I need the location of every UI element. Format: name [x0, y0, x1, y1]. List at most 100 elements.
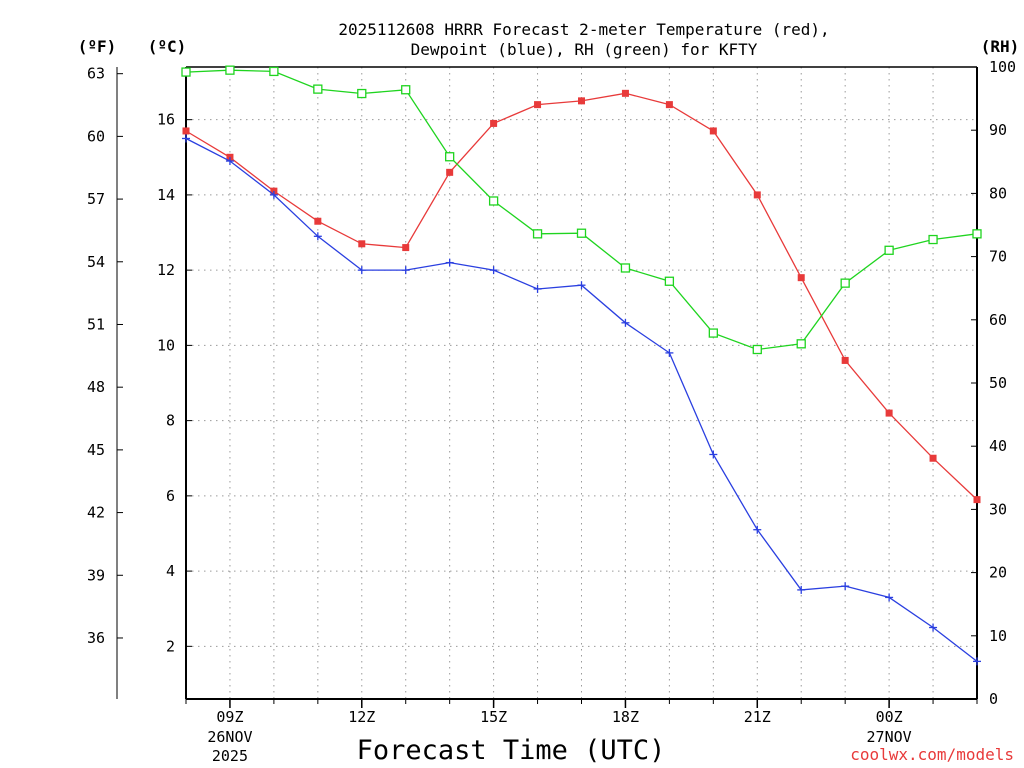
fahrenheit-unit-label: (ºF) — [78, 37, 117, 56]
temperature-point — [534, 101, 542, 109]
dewpoint-point — [885, 593, 894, 602]
temperature-point — [314, 217, 322, 225]
x-tick-label: 21Z — [744, 708, 771, 726]
rh-point — [576, 228, 587, 238]
rh-tick-label: 40 — [989, 437, 1007, 455]
rh-point — [708, 328, 718, 338]
rh-tick-label: 60 — [989, 311, 1007, 329]
fahrenheit-tick-label: 60 — [87, 127, 105, 145]
temperature-point — [621, 89, 629, 97]
dewpoint-point — [182, 134, 190, 143]
rh-point — [972, 229, 982, 239]
x-tick-label: 00Z — [876, 708, 903, 726]
dewpoint-point — [225, 157, 234, 166]
rh-point — [269, 66, 279, 77]
temperature-point — [446, 168, 454, 176]
rh-tick-label: 20 — [989, 564, 1007, 582]
celsius-tick-label: 6 — [166, 487, 175, 505]
celsius-tick-label: 14 — [157, 186, 175, 204]
fahrenheit-tick-label: 48 — [87, 378, 105, 396]
chart-title-line1: 2025112608 HRRR Forecast 2-meter Tempera… — [338, 20, 829, 39]
x-tick-date: 26NOV — [207, 728, 252, 746]
rh-point — [928, 234, 938, 245]
temperature-point — [753, 191, 761, 199]
celsius-tick-label: 4 — [166, 562, 175, 580]
fahrenheit-tick-label: 51 — [87, 315, 105, 333]
rh-point — [225, 65, 235, 75]
rh-point — [884, 245, 894, 255]
dewpoint-point — [445, 258, 454, 267]
temperature-point — [797, 274, 805, 282]
dewpoint-point — [753, 525, 762, 534]
temperature-point — [665, 101, 673, 109]
rh-point — [664, 276, 675, 286]
rh-point — [532, 229, 543, 239]
dewpoint-point — [269, 190, 278, 199]
rh-point — [357, 88, 367, 99]
celsius-tick-label: 8 — [166, 412, 175, 430]
chart-title-line2: Dewpoint (blue), RH (green) for KFTY — [411, 40, 758, 59]
x-tick-label: 18Z — [612, 708, 639, 726]
dewpoint-point — [533, 284, 542, 293]
dewpoint-point — [797, 585, 806, 594]
dewpoint-point — [973, 657, 981, 666]
rh-tick-label: 30 — [989, 500, 1007, 518]
rh-point — [181, 67, 191, 77]
x-tick-label: 09Z — [216, 708, 243, 726]
dewpoint-point — [841, 582, 850, 591]
rh-tick-label: 10 — [989, 627, 1007, 645]
fahrenheit-tick-label: 57 — [87, 190, 105, 208]
temperature-point — [885, 409, 893, 417]
celsius-tick-label: 10 — [157, 336, 175, 354]
x-tick-label: 15Z — [480, 708, 507, 726]
temperature-point — [841, 356, 849, 364]
axes — [116, 66, 978, 708]
temperature-point — [709, 127, 717, 135]
temperature-point — [973, 496, 981, 504]
rh-point — [796, 339, 806, 349]
celsius-tick-label: 12 — [157, 261, 175, 279]
rh-tick-label: 0 — [989, 690, 998, 708]
dewpoint-series-line — [185, 137, 978, 662]
temperature-point — [182, 127, 190, 135]
temperature-point — [358, 240, 366, 248]
celsius-tick-label: 2 — [166, 637, 175, 655]
temperature-point — [402, 244, 410, 252]
celsius-unit-label: (ºC) — [148, 37, 187, 56]
rh-tick-label: 50 — [989, 374, 1007, 392]
rh-point — [752, 344, 762, 355]
fahrenheit-tick-label: 63 — [87, 65, 105, 83]
dewpoint-point — [621, 318, 630, 327]
temperature-point — [578, 97, 585, 105]
dewpoint-point — [401, 266, 410, 275]
rh-unit-label: (RH) — [981, 37, 1020, 56]
x-tick-label: 12Z — [348, 708, 375, 726]
temperature-point — [490, 119, 498, 127]
dewpoint-point — [313, 232, 322, 241]
dewpoint-point — [709, 450, 718, 459]
rh-point — [401, 85, 411, 95]
fahrenheit-tick-label: 39 — [87, 566, 105, 584]
temperature-point — [929, 454, 937, 462]
grid-lines — [186, 67, 977, 699]
rh-point — [313, 84, 323, 94]
celsius-tick-label: 16 — [157, 111, 175, 129]
fahrenheit-tick-label: 54 — [87, 253, 105, 271]
series-lines — [181, 65, 982, 666]
fahrenheit-tick-label: 42 — [87, 504, 105, 522]
tick-labels: 2 4 6 8 10 12 14 16 36 39 42 45 48 51 54 57 60 63 0 10 20 30 4… — [87, 58, 1016, 765]
fahrenheit-tick-label: 36 — [87, 629, 105, 647]
dewpoint-point — [929, 623, 938, 632]
dewpoint-point — [489, 266, 498, 275]
dewpoint-point — [577, 281, 586, 290]
credit-label: coolwx.com/models — [850, 745, 1014, 764]
rh-tick-label: 70 — [989, 248, 1007, 266]
rh-tick-label: 100 — [989, 58, 1016, 76]
rh-point — [445, 152, 455, 162]
fahrenheit-tick-label: 45 — [87, 441, 105, 459]
rh-point — [488, 196, 499, 206]
x-tick-date: 27NOV — [867, 728, 912, 746]
rh-tick-label: 80 — [989, 184, 1007, 202]
x-tick-year: 2025 — [212, 747, 248, 765]
